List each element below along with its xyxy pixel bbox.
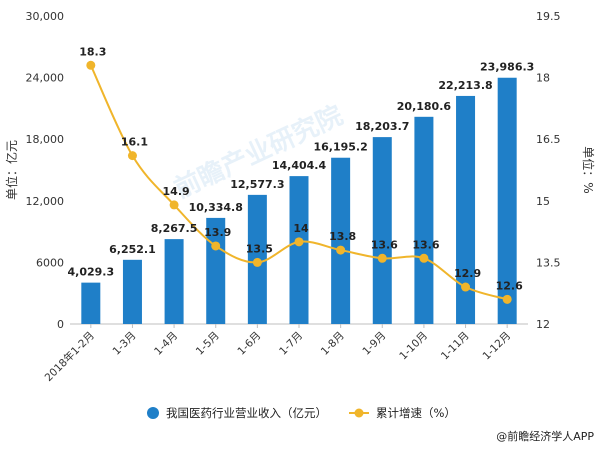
x-tick-label: 1-12月 [481, 330, 514, 363]
line-value-label: 12.9 [454, 267, 481, 280]
x-tick-label: 1-6月 [235, 330, 263, 358]
y-right-tick-label: 16.5 [536, 133, 561, 146]
y-right-tick-label: 13.5 [536, 256, 561, 269]
bar-series [81, 77, 517, 325]
line-point [294, 237, 304, 247]
bar-value-label: 23,986.3 [480, 61, 534, 74]
legend-bar-label: 我国医药行业营业收入（亿元） [166, 406, 327, 420]
y-left-tick-label: 18,000 [26, 133, 65, 146]
line-point [211, 241, 221, 251]
x-tick-label: 2018年1-2月 [42, 329, 97, 384]
bar [164, 239, 184, 324]
legend-line-label: 累计增速（%） [376, 406, 456, 420]
line-value-label: 13.5 [246, 242, 273, 255]
line-value-label: 14.9 [163, 185, 190, 198]
bar-value-label: 12,577.3 [230, 178, 284, 191]
line-point [336, 245, 346, 255]
bar-value-label: 4,029.3 [67, 266, 114, 279]
y-left-tick-label: 30,000 [26, 10, 65, 23]
x-tick-label: 1-11月 [439, 330, 472, 363]
line-point [86, 60, 96, 70]
bar-value-label: 20,180.6 [397, 100, 452, 113]
line-point [127, 151, 137, 161]
line-value-label: 14 [293, 222, 309, 235]
bar-value-label: 8,267.5 [151, 222, 198, 235]
y-right-tick-label: 12 [536, 318, 550, 331]
line-value-label: 13.6 [412, 238, 439, 251]
line-value-label: 13.6 [371, 238, 398, 251]
y-left-tick-label: 12,000 [26, 195, 65, 208]
line-point [169, 200, 179, 210]
y-left-tick-label: 6000 [36, 256, 64, 269]
bar-value-label: 10,334.8 [189, 201, 243, 214]
y-left-tick-label: 0 [57, 318, 64, 331]
bar-value-label: 22,213.8 [438, 79, 492, 92]
x-tick-label: 1-3月 [111, 330, 139, 358]
x-tick-label: 1-10月 [397, 330, 430, 363]
x-tick-label: 1-8月 [319, 330, 347, 358]
bar [414, 116, 434, 325]
source-label: @前瞻经济学人APP [496, 429, 594, 443]
bar-value-label: 16,195.2 [313, 141, 367, 154]
line-series [86, 60, 512, 304]
y-axis-left-title: 单位：亿元 [4, 140, 19, 200]
line-point [419, 253, 429, 263]
line-value-label: 12.6 [496, 279, 523, 292]
line-point [377, 253, 387, 263]
bar [497, 77, 517, 324]
line-value-label: 16.1 [121, 136, 148, 149]
y-axis-right-title: 单位：% [581, 146, 596, 193]
x-tick-label: 1-7月 [277, 330, 305, 358]
bar-value-label: 18,203.7 [355, 120, 409, 133]
line-point [502, 294, 512, 304]
line-value-label: 18.3 [79, 45, 106, 58]
bar [81, 282, 101, 324]
line-point [252, 257, 262, 267]
y-right-tick-label: 18 [536, 72, 550, 85]
bar [289, 176, 309, 324]
bar-value-label: 14,404.4 [272, 159, 327, 172]
x-tick-label: 1-4月 [152, 330, 180, 358]
x-tick-label: 1-9月 [360, 330, 388, 358]
bar [206, 217, 226, 324]
bar [122, 259, 142, 324]
bar [456, 95, 476, 324]
legend-bar-swatch [147, 407, 159, 419]
line-value-label: 13.8 [329, 230, 356, 243]
legend-line-marker [354, 408, 364, 418]
data-labels: 4,029.3 6,252.1 8,267.5 10,334.8 12,577.3 14,… [67, 45, 534, 292]
y-left-tick-label: 24,000 [26, 72, 65, 85]
bar [331, 157, 351, 324]
y-right-tick-label: 15 [536, 195, 550, 208]
line-point [461, 282, 471, 292]
line-value-label: 13.9 [204, 226, 231, 239]
bar-value-label: 6,252.1 [109, 243, 156, 256]
bar [372, 137, 392, 324]
x-tick-label: 1-5月 [194, 330, 222, 358]
y-right-tick-label: 19.5 [536, 10, 561, 23]
legend: 我国医药行业营业收入（亿元） 累计增速（%） [147, 406, 456, 420]
